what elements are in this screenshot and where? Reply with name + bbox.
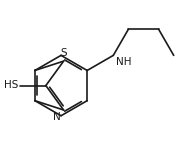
Text: N: N — [53, 112, 61, 122]
Text: NH: NH — [116, 57, 132, 67]
Text: HS: HS — [4, 80, 18, 90]
Text: S: S — [60, 48, 67, 58]
